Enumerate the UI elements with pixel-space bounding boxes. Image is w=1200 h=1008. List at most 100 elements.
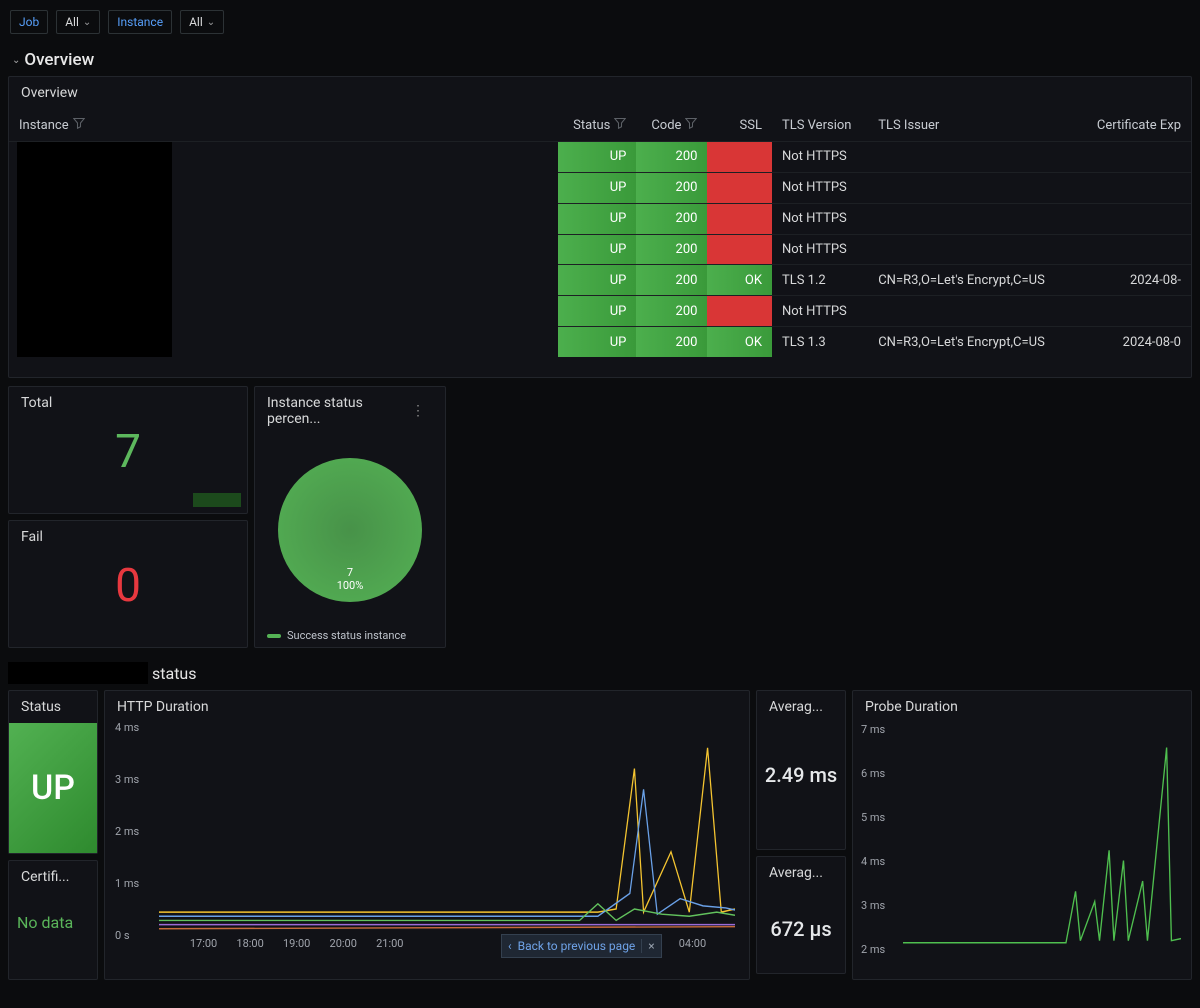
overview-panel: Overview Instance Status Code SSL TLS Ve… [8, 76, 1192, 378]
redacted-instance [17, 142, 172, 357]
job-filter-label[interactable]: Job [10, 10, 48, 34]
pie-title: Instance status percen... [267, 395, 403, 427]
overview-table: Instance Status Code SSL TLS Version TLS… [9, 109, 1191, 357]
cell-code: 200 [636, 142, 707, 173]
avg-latency-value: 2.49 ms [757, 763, 845, 787]
instance-filter-value: All [189, 15, 203, 29]
filter-icon[interactable] [614, 117, 626, 133]
pie-panel: Instance status percen... ⋮ 7 100% Succe… [254, 386, 446, 648]
filter-icon[interactable] [73, 117, 85, 133]
cell-tls-version: Not HTTPS [772, 203, 868, 234]
chevron-left-icon: ‹ [508, 939, 512, 953]
total-value: 7 [9, 425, 247, 479]
probe-duration-plot[interactable] [903, 727, 1181, 953]
probe-duration-title: Probe Duration [853, 691, 1191, 723]
cell-code: 200 [636, 265, 707, 296]
cell-cert-expire [1073, 172, 1191, 203]
cell-ssl [707, 142, 772, 173]
status-title: Status [9, 691, 97, 723]
cell-cert-expire: 2024-08-0 [1073, 327, 1191, 357]
th-ssl[interactable]: SSL [707, 109, 772, 142]
avg-latency-panel: Averag... 2.49 ms [756, 690, 846, 850]
total-title: Total [9, 387, 247, 419]
th-status[interactable]: Status [558, 109, 637, 142]
cell-tls-version: Not HTTPS [772, 172, 868, 203]
probe-duration-panel: Probe Duration 7 ms6 ms5 ms4 ms3 ms2 ms [852, 690, 1192, 980]
cell-cert-expire: 2024-08- [1073, 265, 1191, 296]
pie-value-label: 7 [278, 566, 422, 579]
cell-ssl: OK [707, 265, 772, 296]
cell-tls-issuer [868, 142, 1072, 173]
table-row[interactable]: UP200Not HTTPS [9, 142, 1191, 173]
cell-tls-issuer [868, 172, 1072, 203]
cell-tls-version: TLS 1.2 [772, 265, 868, 296]
cell-tls-issuer [868, 203, 1072, 234]
total-panel: Total 7 [8, 386, 248, 514]
cell-status: UP [558, 172, 637, 203]
probe-duration-yaxis: 7 ms6 ms5 ms4 ms3 ms2 ms [861, 727, 901, 953]
th-tlsversion[interactable]: TLS Version [772, 109, 868, 142]
th-code[interactable]: Code [636, 109, 707, 142]
legend-swatch [267, 634, 281, 638]
cell-tls-issuer: CN=R3,O=Let's Encrypt,C=US [868, 265, 1072, 296]
total-sparkline [193, 493, 241, 507]
cell-status: UP [558, 265, 637, 296]
chevron-down-icon: ⌄ [12, 55, 20, 66]
http-duration-yaxis: 4 ms3 ms2 ms1 ms0 s [115, 727, 157, 935]
avg-latency-title: Averag... [757, 691, 845, 723]
avg-dns-panel: Averag... 672 µs [756, 856, 846, 974]
cert-value: No data [9, 893, 97, 952]
cell-code: 200 [636, 234, 707, 265]
filter-bar: Job All ⌄ Instance All ⌄ [0, 0, 1200, 44]
cell-tls-version: TLS 1.3 [772, 327, 868, 357]
back-pill-text: Back to previous page [518, 939, 636, 953]
instance-filter-label[interactable]: Instance [108, 10, 172, 34]
cell-ssl: OK [707, 327, 772, 357]
th-certexpire[interactable]: Certificate Exp [1073, 109, 1191, 142]
avg-dns-title: Averag... [757, 857, 845, 889]
panel-menu-icon[interactable]: ⋮ [403, 403, 433, 419]
http-duration-panel: HTTP Duration 4 ms3 ms2 ms1 ms0 s 17:001… [104, 690, 750, 980]
cell-tls-version: Not HTTPS [772, 234, 868, 265]
fail-title: Fail [9, 521, 247, 553]
cell-ssl [707, 234, 772, 265]
http-duration-title: HTTP Duration [105, 691, 749, 723]
th-instance[interactable]: Instance [9, 109, 558, 142]
back-to-previous-pill[interactable]: ‹ Back to previous page × [501, 934, 662, 958]
certificate-panel: Certifi... No data [8, 860, 98, 980]
cell-cert-expire [1073, 203, 1191, 234]
overview-panel-title: Overview [9, 77, 1191, 109]
pie-percent-label: 100% [278, 579, 422, 592]
http-duration-plot[interactable] [159, 727, 735, 935]
close-icon[interactable]: × [641, 939, 654, 953]
cell-code: 200 [636, 296, 707, 327]
overview-section-header[interactable]: ⌄ Overview [0, 44, 1200, 76]
fail-value: 0 [9, 559, 247, 613]
cell-ssl [707, 172, 772, 203]
cell-tls-issuer: CN=R3,O=Let's Encrypt,C=US [868, 327, 1072, 357]
chevron-down-icon: ⌄ [83, 17, 91, 28]
cell-code: 200 [636, 172, 707, 203]
cell-status: UP [558, 296, 637, 327]
redacted-instance-name [8, 662, 148, 684]
cell-cert-expire [1073, 296, 1191, 327]
cell-ssl [707, 296, 772, 327]
cell-cert-expire [1073, 142, 1191, 173]
job-filter-select[interactable]: All ⌄ [56, 10, 100, 34]
overview-section-title: Overview [24, 50, 94, 70]
pie-legend-label: Success status instance [287, 629, 406, 642]
cell-status: UP [558, 203, 637, 234]
instance-filter-select[interactable]: All ⌄ [180, 10, 224, 34]
cell-tls-version: Not HTTPS [772, 296, 868, 327]
cert-title: Certifi... [9, 861, 97, 893]
cell-code: 200 [636, 203, 707, 234]
cell-cert-expire [1073, 234, 1191, 265]
status-row-header[interactable]: status [0, 648, 1200, 690]
status-value: UP [9, 723, 97, 853]
status-panel: Status UP [8, 690, 98, 854]
filter-icon[interactable] [685, 117, 697, 133]
cell-status: UP [558, 234, 637, 265]
cell-tls-issuer [868, 296, 1072, 327]
status-row-suffix: status [152, 664, 197, 683]
th-tlsissuer[interactable]: TLS Issuer [868, 109, 1072, 142]
